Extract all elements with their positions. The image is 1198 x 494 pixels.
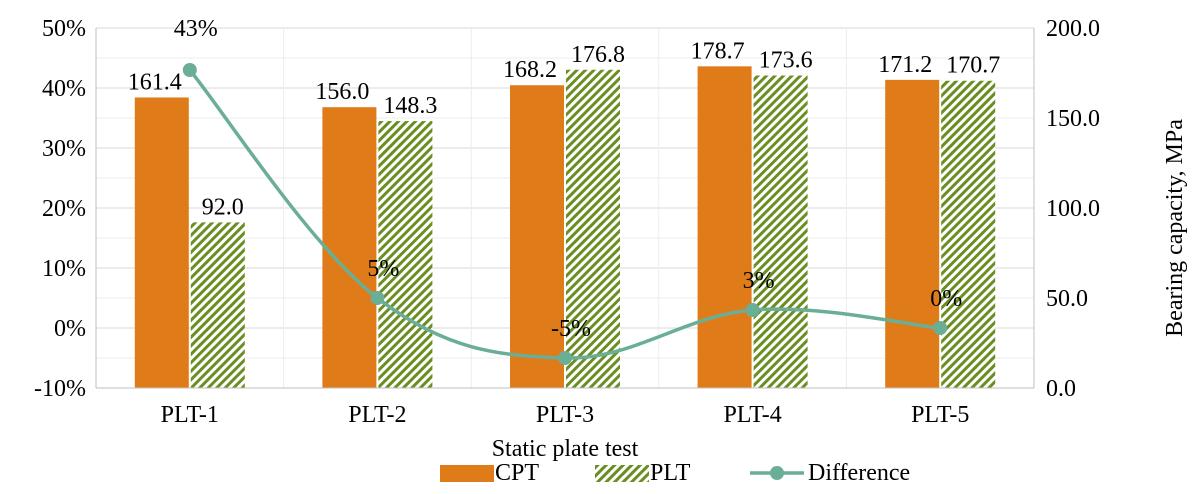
right-tick-label: 100.0 xyxy=(1046,196,1100,222)
legend-swatch-cpt xyxy=(440,465,494,482)
difference-line xyxy=(182,63,948,365)
right-axis-title: Bearing capacity, MPa xyxy=(1162,119,1188,337)
bar-plt xyxy=(941,80,996,389)
data-label-cpt: 168.2 xyxy=(503,57,557,83)
left-tick-label: 20% xyxy=(42,196,86,222)
bar-cpt xyxy=(510,85,564,389)
bars xyxy=(134,66,996,389)
bar-cpt xyxy=(322,107,377,388)
data-label-plt: 148.3 xyxy=(383,93,437,119)
x-tick-label: PLT-4 xyxy=(723,402,781,428)
left-tick-label: -10% xyxy=(34,376,86,402)
point-difference xyxy=(370,291,385,305)
left-tick-label: 50% xyxy=(42,16,86,42)
point-difference xyxy=(933,321,948,335)
x-axis-title: Static plate test xyxy=(492,436,639,462)
data-label-plt: 170.7 xyxy=(946,53,1000,79)
data-label-plt: 173.6 xyxy=(759,48,813,74)
legend-swatch-plt xyxy=(595,465,649,482)
axes: 50% 40% 30% 20% 10% 0% -10% 200.0 150.0 100.0 50.0… xyxy=(34,16,1100,428)
x-tick-label: PLT-3 xyxy=(536,402,594,428)
legend-label-plt: PLT xyxy=(650,460,691,486)
data-label-difference: 43% xyxy=(174,16,218,42)
bar-cpt xyxy=(697,66,752,388)
bar-plt xyxy=(190,222,245,388)
line-difference xyxy=(188,68,941,360)
bar-cpt xyxy=(885,79,940,388)
data-label-cpt: 178.7 xyxy=(691,38,745,64)
left-tick-label: 40% xyxy=(42,76,86,102)
legend-label-difference: Difference xyxy=(808,460,910,486)
x-tick-label: PLT-5 xyxy=(911,402,969,428)
data-label-difference: -5% xyxy=(551,316,591,342)
left-tick-label: 0% xyxy=(54,316,86,342)
legend: CPT PLT Difference xyxy=(440,460,910,486)
left-tick-label: 30% xyxy=(42,136,86,162)
right-tick-label: 50.0 xyxy=(1046,286,1088,312)
x-tick-label: PLT-2 xyxy=(348,402,406,428)
point-difference xyxy=(182,63,197,77)
data-label-difference: 5% xyxy=(367,256,399,282)
bar-plt xyxy=(566,69,620,388)
data-label-difference: 0% xyxy=(930,286,962,312)
data-label-cpt: 161.4 xyxy=(128,69,182,95)
point-difference xyxy=(745,303,760,317)
data-label-difference: 3% xyxy=(743,268,775,294)
data-label-cpt: 171.2 xyxy=(878,52,932,78)
legend-marker-difference xyxy=(770,466,784,480)
right-tick-label: 0.0 xyxy=(1046,376,1076,402)
right-tick-label: 200.0 xyxy=(1046,16,1100,42)
right-tick-label: 150.0 xyxy=(1046,106,1100,132)
legend-label-cpt: CPT xyxy=(495,460,539,486)
bar-plt xyxy=(378,121,433,388)
point-difference xyxy=(558,351,572,365)
data-label-plt: 176.8 xyxy=(571,42,625,68)
left-tick-label: 10% xyxy=(42,256,86,282)
bar-cpt xyxy=(134,97,189,388)
data-label-cpt: 156.0 xyxy=(315,79,369,105)
x-tick-label: PLT-1 xyxy=(161,402,219,428)
data-label-plt: 92.0 xyxy=(202,194,244,220)
data-labels: 161.4 156.0 168.2 178.7 171.2 92.0 148.3 176.8 1… xyxy=(128,16,1000,342)
bar-plt xyxy=(753,75,808,389)
